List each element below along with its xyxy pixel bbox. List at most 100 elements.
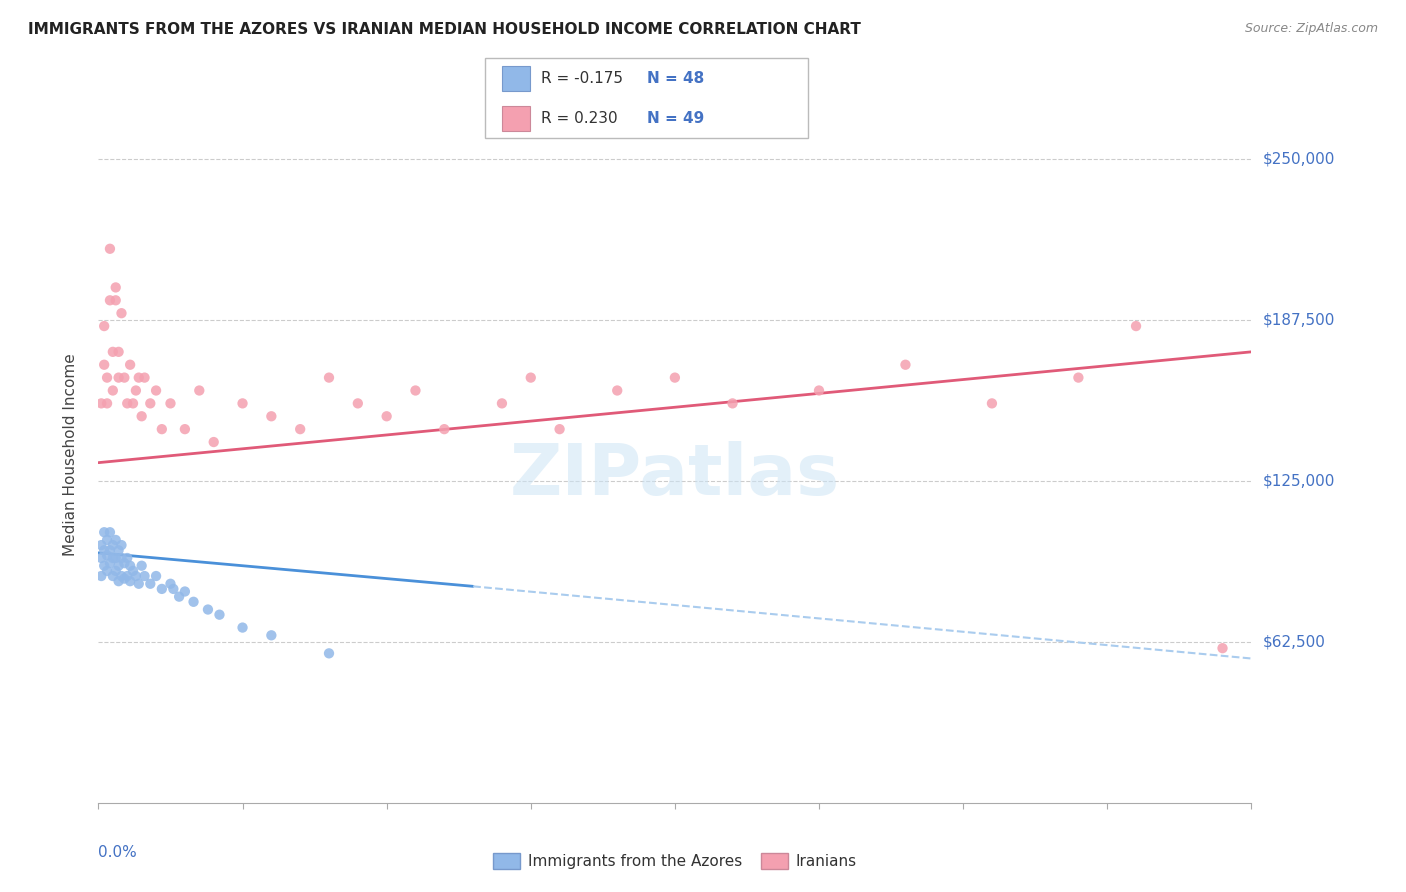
Point xyxy=(231,396,254,410)
Point xyxy=(107,574,129,589)
Text: 0.0%: 0.0% xyxy=(98,845,138,860)
Point xyxy=(664,370,686,384)
Point xyxy=(260,628,283,642)
Point xyxy=(145,384,167,398)
Point xyxy=(101,538,124,552)
Point xyxy=(150,582,173,596)
Point xyxy=(159,396,181,410)
Point xyxy=(96,396,118,410)
Point xyxy=(96,564,118,578)
Point xyxy=(433,422,456,436)
Point xyxy=(346,396,368,410)
Point xyxy=(120,558,142,573)
Point xyxy=(202,435,225,450)
Point xyxy=(290,422,312,436)
Point xyxy=(101,384,124,398)
Point xyxy=(120,358,142,372)
Point xyxy=(1212,641,1234,656)
Point xyxy=(131,409,153,424)
Text: ZIPatlas: ZIPatlas xyxy=(510,442,839,510)
Point xyxy=(174,584,197,599)
Point xyxy=(188,384,211,398)
Point xyxy=(117,551,138,566)
Point xyxy=(98,543,121,558)
Point xyxy=(167,590,190,604)
Point xyxy=(96,370,118,384)
Point xyxy=(101,569,124,583)
Point xyxy=(375,409,398,424)
Point xyxy=(125,569,148,583)
Point xyxy=(112,370,135,384)
Text: $250,000: $250,000 xyxy=(1263,151,1334,166)
Point xyxy=(93,319,115,334)
Y-axis label: Median Household Income: Median Household Income xyxy=(63,353,77,557)
Point xyxy=(117,569,138,583)
Point xyxy=(134,569,156,583)
Point xyxy=(98,242,121,256)
Point xyxy=(208,607,231,622)
Point xyxy=(150,422,173,436)
Point xyxy=(491,396,513,410)
Point xyxy=(548,422,571,436)
Point xyxy=(90,551,112,566)
Point xyxy=(145,569,167,583)
Point xyxy=(104,551,127,566)
Text: $62,500: $62,500 xyxy=(1263,634,1326,649)
Text: R = 0.230: R = 0.230 xyxy=(541,111,617,126)
Point xyxy=(894,358,917,372)
Point xyxy=(104,533,127,547)
Point xyxy=(112,556,135,570)
Point xyxy=(90,396,112,410)
Point xyxy=(174,422,197,436)
Point xyxy=(90,569,112,583)
Point xyxy=(159,576,181,591)
Point xyxy=(117,396,138,410)
Point xyxy=(131,558,153,573)
Point xyxy=(606,384,628,398)
Point xyxy=(93,525,115,540)
Point xyxy=(104,280,127,294)
Point xyxy=(231,621,254,635)
Point xyxy=(139,576,162,591)
Point xyxy=(96,549,118,563)
Point xyxy=(104,564,127,578)
Text: $187,500: $187,500 xyxy=(1263,312,1334,327)
Point xyxy=(807,384,830,398)
Point xyxy=(1125,319,1147,334)
Point xyxy=(90,538,112,552)
Point xyxy=(721,396,744,410)
Point xyxy=(197,602,219,616)
Point xyxy=(110,306,132,320)
Point xyxy=(93,558,115,573)
Text: N = 49: N = 49 xyxy=(647,111,704,126)
Point xyxy=(107,543,129,558)
Point xyxy=(162,582,184,596)
Point xyxy=(260,409,283,424)
Text: $125,000: $125,000 xyxy=(1263,473,1334,488)
Point xyxy=(110,551,132,566)
Point xyxy=(981,396,1004,410)
Point xyxy=(318,646,340,660)
Legend: Immigrants from the Azores, Iranians: Immigrants from the Azores, Iranians xyxy=(486,847,863,875)
Point xyxy=(98,293,121,308)
Point xyxy=(112,572,135,586)
Point xyxy=(120,574,142,589)
Point xyxy=(122,564,145,578)
Point xyxy=(104,293,127,308)
Point xyxy=(1067,370,1090,384)
Point xyxy=(128,576,150,591)
Point xyxy=(107,370,129,384)
Point xyxy=(520,370,543,384)
Point xyxy=(107,558,129,573)
Point xyxy=(183,595,205,609)
Point xyxy=(125,384,148,398)
Point xyxy=(93,543,115,558)
Point xyxy=(107,344,129,359)
Text: IMMIGRANTS FROM THE AZORES VS IRANIAN MEDIAN HOUSEHOLD INCOME CORRELATION CHART: IMMIGRANTS FROM THE AZORES VS IRANIAN ME… xyxy=(28,22,860,37)
Point xyxy=(98,556,121,570)
Point xyxy=(93,358,115,372)
Point xyxy=(98,525,121,540)
Point xyxy=(110,569,132,583)
Point xyxy=(96,533,118,547)
Point xyxy=(405,384,427,398)
